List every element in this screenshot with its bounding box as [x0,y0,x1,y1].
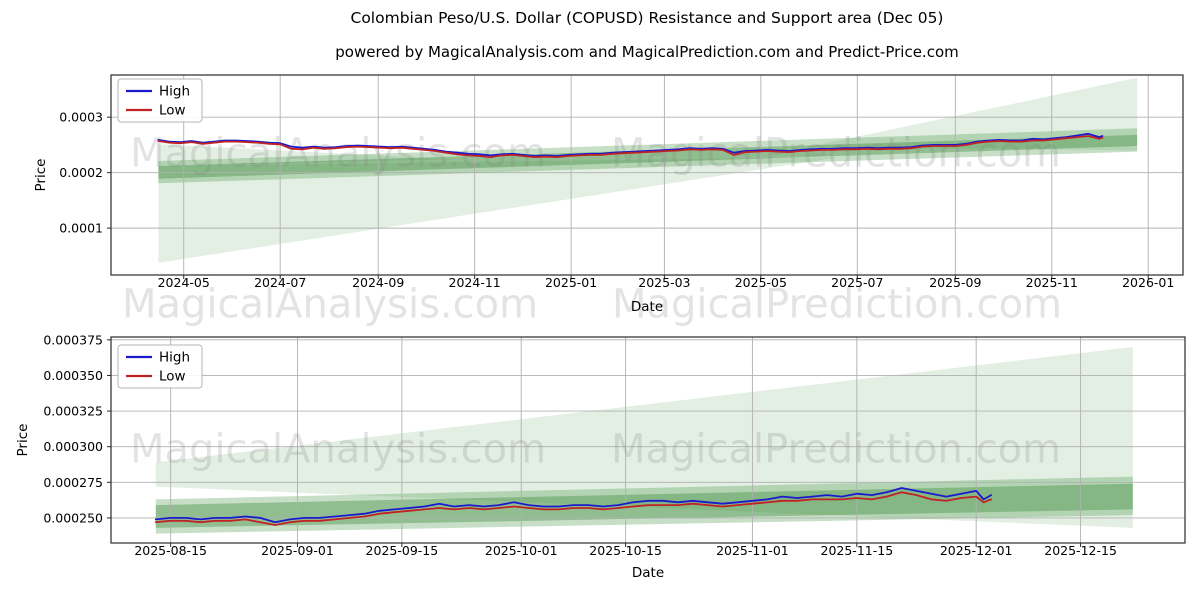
watermark: MagicalAnalysis.com [130,426,546,472]
watermark: MagicalPrediction.com [611,130,1061,176]
x-tick-label: 2025-10-15 [589,543,662,558]
plot-border [110,74,1184,276]
watermark: MagicalAnalysis.com [122,281,538,327]
x-tick-label: 2025-11 [1026,275,1078,290]
chart-subtitle: powered by MagicalAnalysis.com and Magic… [335,43,959,61]
y-tick-label: 0.000300 [43,439,103,454]
x-tick-label: 2025-12-15 [1044,543,1117,558]
y-tick-label: 0.0001 [59,221,103,236]
x-tick-label: 2025-01 [545,275,597,290]
watermark: MagicalAnalysis.com [130,130,546,176]
x-tick-label: 2025-05 [735,275,787,290]
legend-label: Low [159,369,186,385]
x-axis-label: Date [631,299,663,315]
y-tick-label: 0.000350 [43,368,103,383]
legend-label: High [159,84,190,100]
x-tick-label: 2025-03 [638,275,690,290]
chart-title: Colombian Peso/U.S. Dollar (COPUSD) Resi… [350,9,944,27]
plot-border [110,336,1186,544]
x-tick-label: 2025-09-01 [261,543,334,558]
x-tick-label: 2025-09-15 [366,543,439,558]
legend-label: Low [159,103,186,119]
band-support-fan-lower [158,157,840,263]
x-tick-label: 2025-10-01 [485,543,558,558]
y-tick-label: 0.000275 [43,475,103,490]
y-tick-label: 0.0003 [59,110,103,125]
x-tick-label: 2024-07 [254,275,306,290]
chart-recent-detail: 2025-08-15 2025-09-01 2025-09-15 2025-10-01… [15,332,1186,581]
y-tick-label: 0.000250 [43,510,103,525]
x-tick-label: 2024-05 [158,275,210,290]
watermark: MagicalPrediction.com [611,426,1061,472]
legend: High Low [117,78,203,123]
x-tick-label: 2025-12-01 [940,543,1013,558]
y-axis-label: Price [33,159,49,192]
watermark: MagicalPrediction.com [612,281,1062,327]
x-tick-label: 2024-11 [449,275,501,290]
band-support-wedge-left [158,144,456,166]
x-tick-label: 2025-11-01 [716,543,789,558]
series-line-low [154,491,992,526]
legend-box [117,78,203,123]
series-line-high [154,487,992,524]
series-line-low [157,135,1104,159]
y-tick-label: 0.000325 [43,404,103,419]
y-axis-label: Price [15,424,31,457]
x-axis-label: Date [632,565,664,581]
x-tick-label: 2025-08-15 [134,543,207,558]
x-tick-label: 2025-09 [929,275,981,290]
band-channel-core [158,134,1138,179]
x-tick-label: 2025-11-15 [821,543,894,558]
y-tick-label: 0.000375 [43,332,103,347]
legend-box [117,344,203,389]
series-line-high [157,132,1104,157]
legend: High Low [117,344,203,389]
x-tick-label: 2025-07 [831,275,883,290]
x-tick-label: 2026-01 [1122,275,1174,290]
band-resistance-fan-upper [809,77,1138,151]
legend-label: High [159,350,190,366]
band-channel-wide [158,128,1138,184]
y-tick-label: 0.0002 [59,165,103,180]
chart-full-history: 2024-05 2024-07 2024-09 2024-11 2025-01 2025-… [33,74,1184,327]
x-tick-label: 2024-09 [352,275,404,290]
